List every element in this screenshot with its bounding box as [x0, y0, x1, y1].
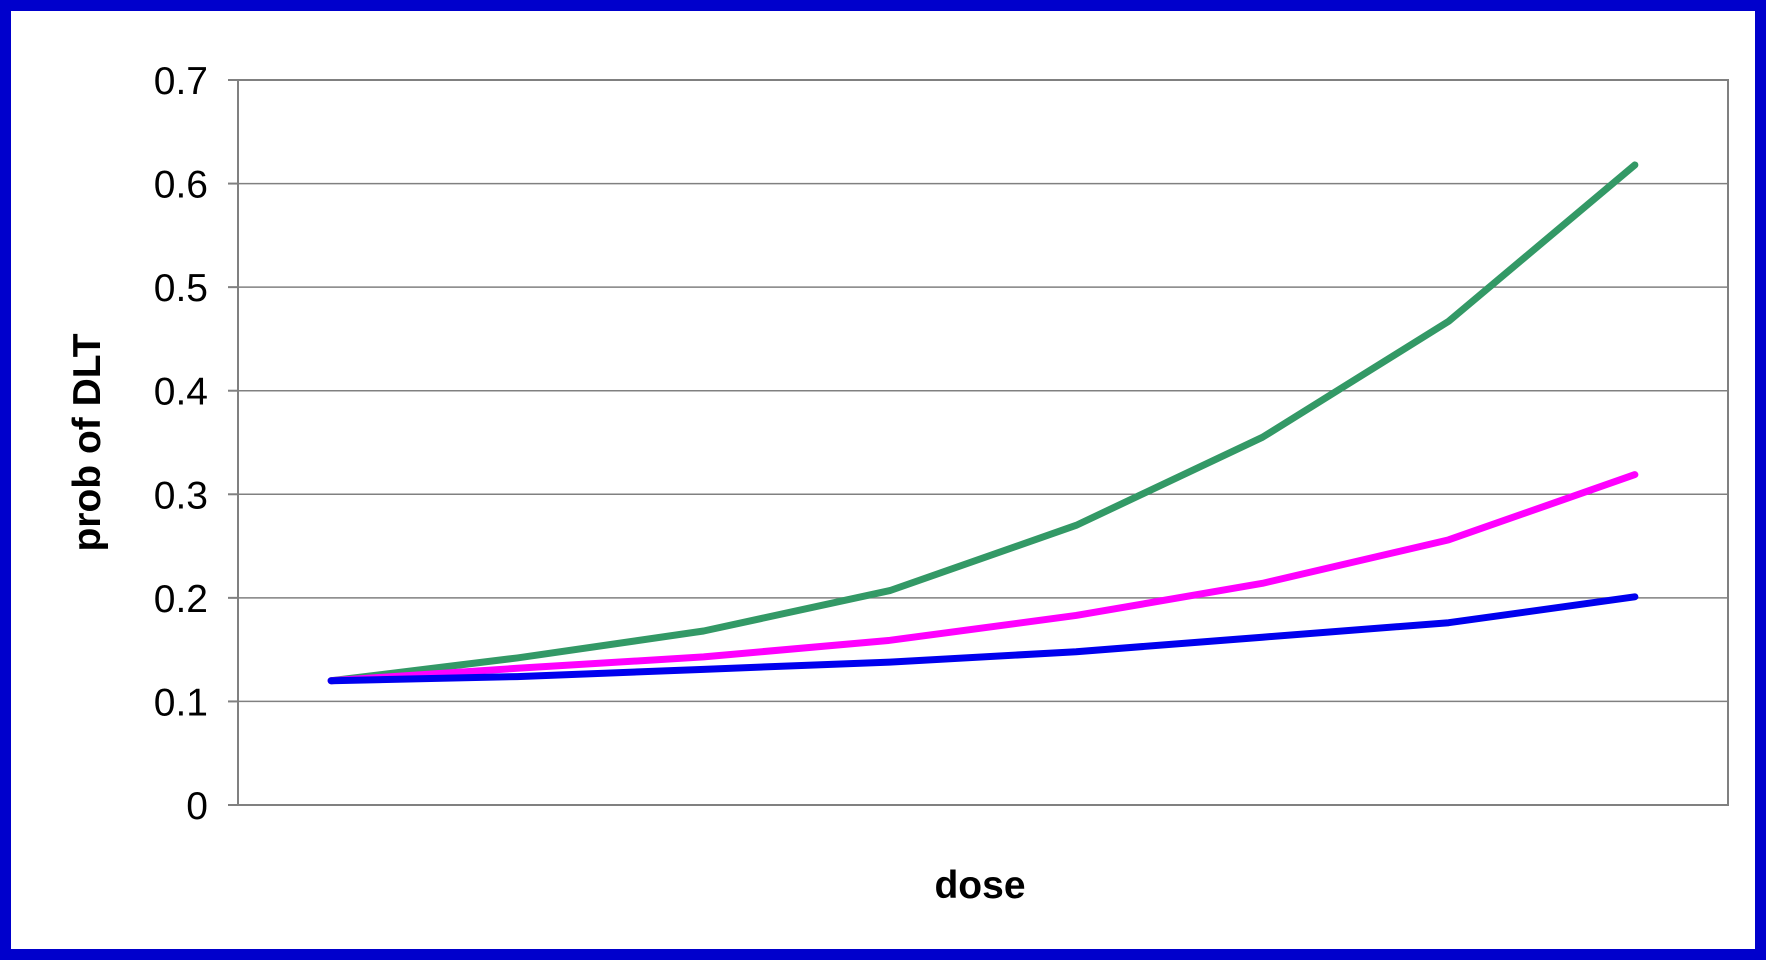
series-layer	[327, 161, 1639, 685]
series-line-1	[327, 161, 1639, 685]
gridlines	[238, 182, 1728, 703]
y-tick-label: 0	[186, 785, 208, 828]
y-tick-label: 0.2	[154, 578, 208, 621]
y-tick-label: 0.7	[154, 60, 208, 103]
x-axis-title: dose	[934, 864, 1025, 907]
series-line-2	[327, 471, 1639, 685]
y-tick-label: 0.4	[154, 371, 208, 414]
y-tick-label: 0.5	[154, 267, 208, 310]
plot-area	[237, 79, 1729, 806]
y-axis-title: prob of DLT	[66, 333, 109, 551]
y-axis: 0 0.1 0.2 0.3 0.4 0.5 0.6 0.7	[154, 60, 238, 828]
y-tick-label: 0.1	[154, 681, 208, 724]
chart-panel	[11, 11, 1755, 949]
y-tick-label: 0.3	[154, 474, 208, 517]
y-tick-label: 0.6	[154, 164, 208, 207]
series-line-3	[327, 593, 1639, 685]
